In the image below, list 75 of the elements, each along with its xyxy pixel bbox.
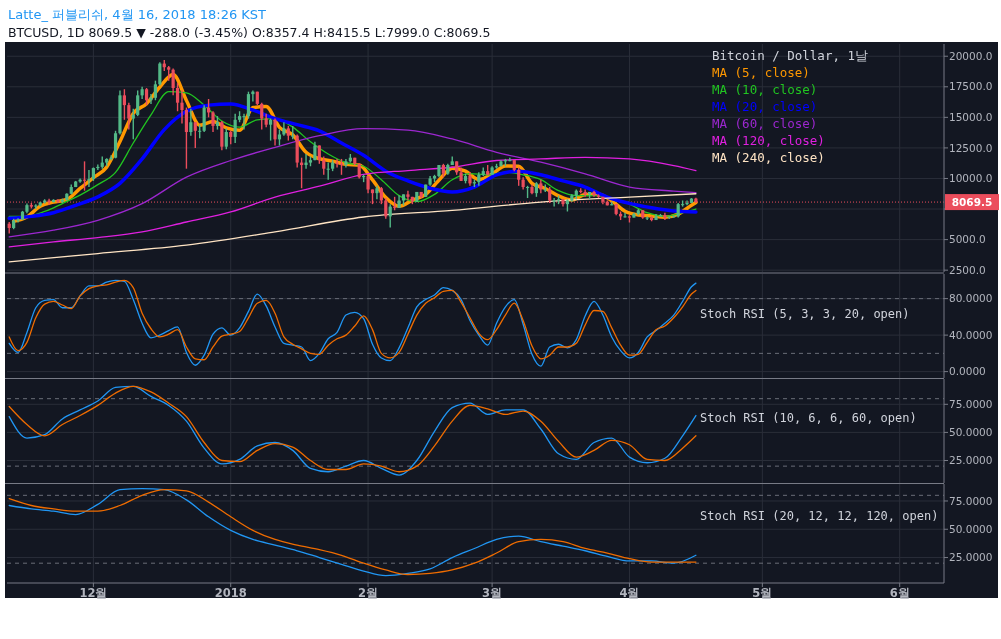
y-tick-label: 40.0000 [949, 328, 993, 341]
candlestick [202, 104, 206, 133]
candlestick [82, 160, 87, 192]
candlestick [180, 89, 184, 125]
text: MA (120, close) [712, 133, 825, 148]
chart-subtitle: BTCUSD, 1D 8069.5 ▼ -288.0 (-3.45%) O:8357.4 H:8415.5 L:7999.0 C:8069.5 [8, 25, 491, 40]
y-tick-label: 50.0000 [949, 522, 993, 535]
text: Stoch RSI (10, 6, 6, 60, open) [700, 411, 917, 425]
x-tick-label: 2018 [214, 586, 247, 601]
candlestick [16, 217, 20, 224]
candlestick [78, 177, 82, 184]
y-tick-label: 10000.0 [949, 172, 993, 185]
text: MA (60, close) [712, 116, 818, 131]
candlestick [184, 106, 189, 170]
candlestick [87, 169, 91, 188]
text: MA (5, close) [712, 65, 810, 80]
candlestick [260, 101, 264, 131]
candlestick [153, 79, 158, 101]
x-tick-label: 3월 [482, 586, 503, 601]
y-tick-label: 25.0000 [949, 454, 993, 467]
candlestick [685, 199, 689, 207]
x-tick-label: 4월 [619, 586, 640, 601]
line-series [8, 193, 697, 263]
x-tick-label: 12월 [79, 586, 108, 601]
candlestick [233, 112, 237, 144]
y-tick-label: 75.0000 [949, 397, 993, 410]
candlestick [246, 90, 251, 120]
text: MA (10, close) [712, 82, 818, 97]
candlestick [317, 144, 321, 165]
y-tick-label: 0.0000 [949, 365, 986, 378]
candlestick [326, 161, 330, 181]
text: MA (240, close) [712, 150, 825, 165]
text: Stoch RSI (20, 12, 12, 120, open) [700, 509, 939, 523]
ref-line-label: 8069.5 [951, 195, 993, 208]
candlestick [158, 61, 162, 87]
candlestick [136, 89, 140, 117]
candlestick [273, 117, 277, 147]
candlestick [517, 166, 521, 187]
candlestick [127, 101, 131, 131]
x-tick-label: 6월 [889, 586, 910, 601]
chart-title: Latte_ 퍼블리쉬, 4월 16, 2018 18:26 KST [8, 7, 267, 22]
candlestick [175, 82, 180, 112]
y-tick-label: 80.0000 [949, 292, 993, 305]
y-tick-label: 2500.0 [949, 263, 986, 276]
candlestick [131, 108, 135, 141]
text: MA (20, close) [712, 99, 818, 114]
candlestick [552, 197, 556, 208]
text: Stoch RSI (5, 3, 3, 20, open) [700, 307, 910, 321]
y-tick-label: 25.0000 [949, 551, 993, 564]
candlestick [122, 88, 126, 121]
y-tick-label: 5000.0 [949, 233, 986, 246]
candlestick [269, 117, 273, 142]
candlestick [211, 110, 215, 133]
y-tick-label: 75.0000 [949, 494, 993, 507]
candlestick [242, 112, 246, 131]
y-tick-label: 20000.0 [949, 49, 993, 62]
candlestick [335, 158, 339, 169]
candlestick [224, 127, 228, 150]
y-tick-label: 12500.0 [949, 141, 993, 154]
candlestick [189, 108, 193, 137]
line-series [8, 156, 697, 248]
candlestick [171, 67, 175, 97]
y-tick-label: 15000.0 [949, 111, 993, 124]
candlestick [623, 212, 627, 219]
candlestick [193, 121, 197, 149]
x-tick-label: 5월 [752, 586, 773, 601]
candlestick [322, 155, 326, 176]
candlestick [645, 215, 649, 221]
y-tick-label: 50.0000 [949, 426, 993, 439]
candlestick [304, 153, 308, 170]
x-tick-label: 2월 [358, 586, 379, 601]
candlestick [149, 93, 153, 105]
line-series [8, 128, 697, 238]
legend-title: Bitcoin / Dollar, 1날 [712, 48, 868, 63]
y-tick-label: 17500.0 [949, 80, 993, 93]
